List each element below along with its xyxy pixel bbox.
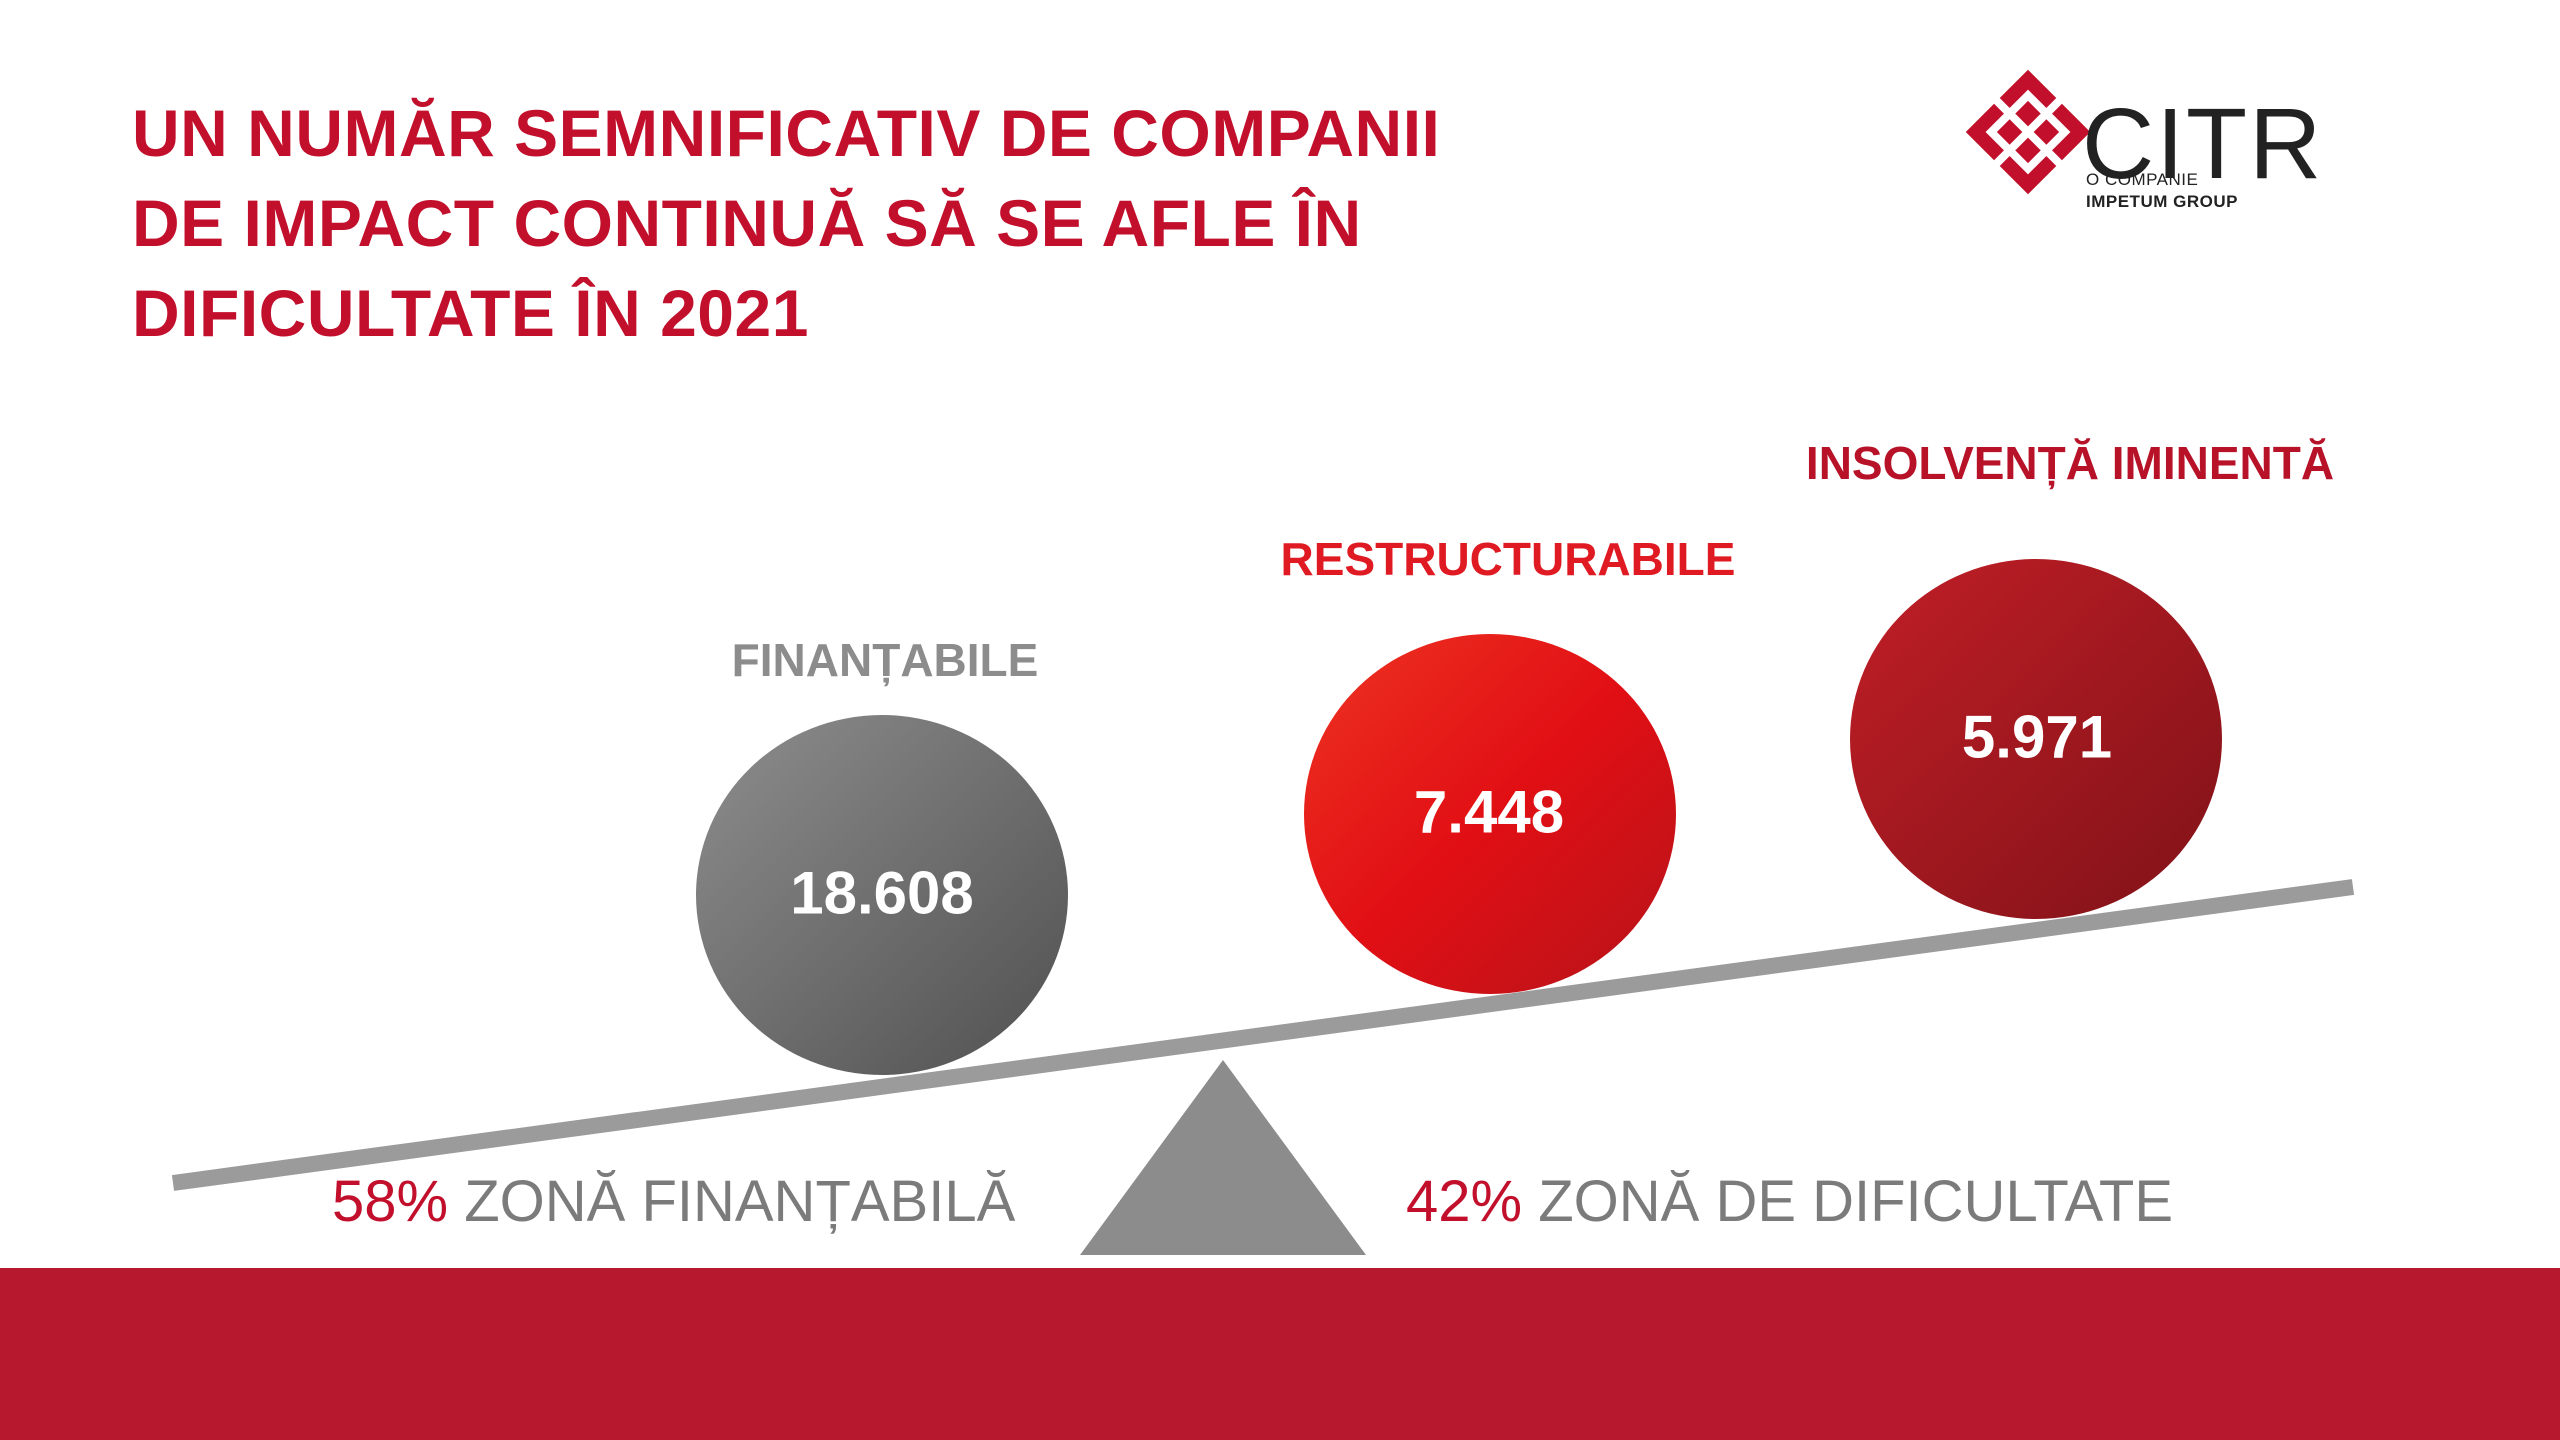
zone-dificultate: 42% ZONĂ DE DIFICULTATE bbox=[1406, 1168, 2173, 1235]
zone-finantabila-percent: 58% bbox=[332, 1169, 449, 1234]
zone-dificultate-percent: 42% bbox=[1406, 1169, 1523, 1234]
zone-finantabila-text: ZONĂ FINANȚABILĂ bbox=[464, 1169, 1016, 1234]
page-title: UN NUMĂR SEMNIFICATIV DE COMPANII DE IMP… bbox=[132, 88, 1632, 358]
zone-finantabila: 58% ZONĂ FINANȚABILĂ bbox=[332, 1168, 1015, 1235]
label-restructurabile: RESTRUCTURABILE bbox=[1280, 533, 1736, 585]
title-line-2: DE IMPACT CONTINUĂ SĂ SE AFLE ÎN bbox=[132, 186, 1362, 260]
fulcrum-triangle bbox=[1080, 1060, 1366, 1255]
ball-insolventa bbox=[1850, 559, 2222, 919]
citr-logo-mark-icon bbox=[1965, 69, 2091, 195]
value-restructurabile: 7.448 bbox=[1413, 778, 1565, 846]
value-insolventa-iminenta: 5.971 bbox=[1961, 703, 2113, 771]
label-finantabile: FINANȚABILE bbox=[731, 634, 1039, 686]
balance-beam bbox=[171, 879, 2355, 1191]
zone-dificultate-text: ZONĂ DE DIFICULTATE bbox=[1538, 1169, 2174, 1234]
logo-subtitle-2: IMPETUM GROUP bbox=[2086, 192, 2238, 211]
ball-finantabile bbox=[696, 715, 1068, 1075]
value-finantabile: 18.608 bbox=[790, 859, 974, 927]
citr-logo: CITR O COMPANIE IMPETUM GROUP bbox=[1950, 52, 2330, 222]
footer-bar bbox=[0, 1268, 2560, 1440]
label-insolventa-iminenta: INSOLVENȚĂ IMINENTĂ bbox=[1805, 437, 2335, 489]
title-line-3: DIFICULTATE ÎN 2021 bbox=[132, 276, 809, 350]
title-line-1: UN NUMĂR SEMNIFICATIV DE COMPANII bbox=[132, 96, 1441, 170]
logo-subtitle-1: O COMPANIE bbox=[2086, 170, 2199, 189]
logo-name: CITR bbox=[2082, 88, 2324, 200]
ball-restructurabile bbox=[1304, 634, 1676, 994]
